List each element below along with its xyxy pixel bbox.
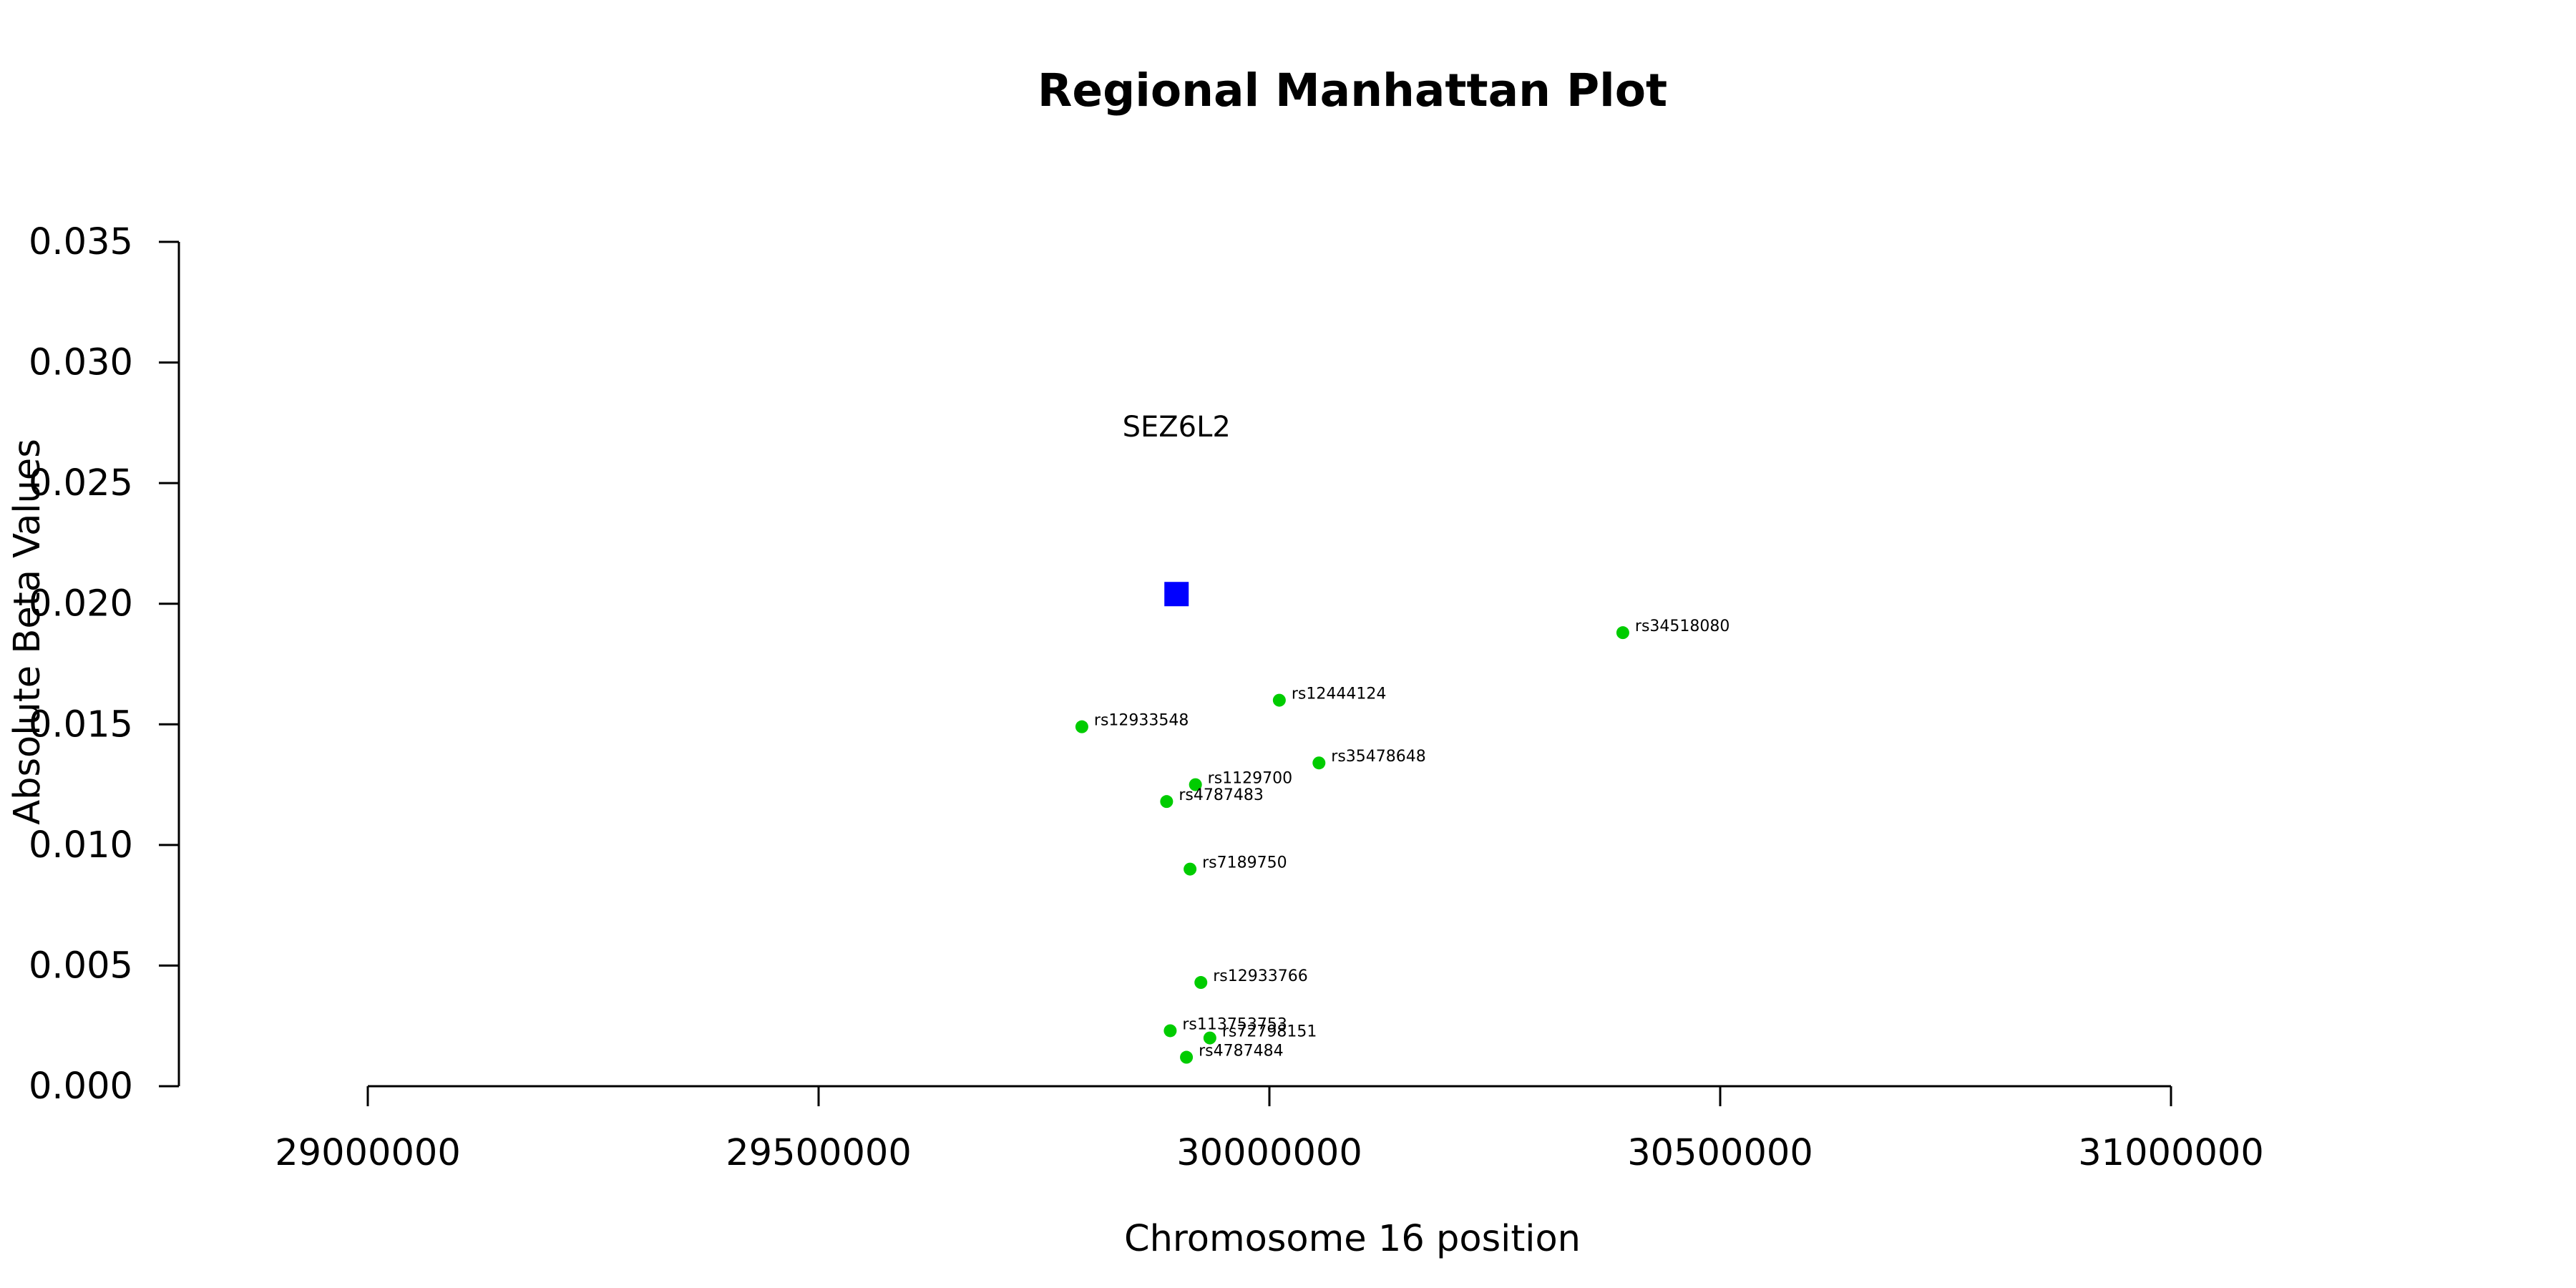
- x-tick-label: 31000000: [2078, 1132, 2264, 1174]
- snp-point: [1180, 1050, 1194, 1064]
- gene-label: SEZ6L2: [1123, 411, 1231, 444]
- gene-marker: [1164, 582, 1189, 607]
- x-axis-ticks: 29000000 29500000 30000000 30500000 31000000: [275, 1086, 2264, 1174]
- snp-label: rs7189750: [1202, 854, 1287, 872]
- snp-label: rs12933548: [1094, 712, 1189, 730]
- snp-point: [1312, 756, 1326, 770]
- snp-point: [1189, 778, 1202, 791]
- y-axis-label: Absolute Beta Values: [6, 439, 49, 825]
- snp-point: [1194, 976, 1208, 990]
- x-tick-label: 29000000: [275, 1132, 461, 1174]
- snp-point: [1616, 626, 1629, 640]
- snp-label: rs4787484: [1199, 1043, 1284, 1060]
- y-tick-label: 0.035: [29, 221, 133, 263]
- y-axis-ticks: 0.000 0.005 0.010 0.015 0.020 0.025 0.030 0.035: [29, 221, 179, 1108]
- gene-marker-group: SEZ6L2: [1123, 411, 1231, 607]
- snp-points: rs34518080 rs12444124 rs12933548 rs35478648…: [1075, 618, 1729, 1064]
- snp-label: rs34518080: [1635, 618, 1729, 635]
- x-axis-label: Chromosome 16 position: [1124, 1218, 1581, 1260]
- x-tick-label: 29500000: [726, 1132, 912, 1174]
- y-tick-label: 0.020: [29, 583, 133, 625]
- y-tick-label: 0.030: [29, 342, 133, 384]
- snp-label: rs113753753: [1182, 1015, 1287, 1033]
- x-tick-label: 30000000: [1176, 1132, 1362, 1174]
- y-tick-label: 0.025: [29, 462, 133, 504]
- snp-label: rs12933766: [1213, 967, 1307, 985]
- y-tick-label: 0.010: [29, 824, 133, 867]
- snp-label: rs35478648: [1331, 748, 1425, 766]
- snp-point: [1163, 1024, 1177, 1038]
- chart-title: Regional Manhattan Plot: [1038, 64, 1667, 117]
- snp-label: rs12444124: [1292, 686, 1386, 703]
- x-tick-label: 30500000: [1627, 1132, 1813, 1174]
- snp-point: [1272, 693, 1286, 707]
- snp-point: [1160, 795, 1174, 809]
- snp-point: [1184, 862, 1197, 876]
- y-tick-label: 0.000: [29, 1065, 133, 1108]
- y-tick-label: 0.015: [29, 703, 133, 746]
- snp-point: [1203, 1031, 1216, 1045]
- y-tick-label: 0.005: [29, 945, 133, 987]
- snp-label: rs1129700: [1208, 770, 1293, 788]
- snp-label: rs4787483: [1179, 786, 1264, 804]
- snp-point: [1075, 720, 1088, 733]
- snp-label: rs72798151: [1222, 1023, 1317, 1041]
